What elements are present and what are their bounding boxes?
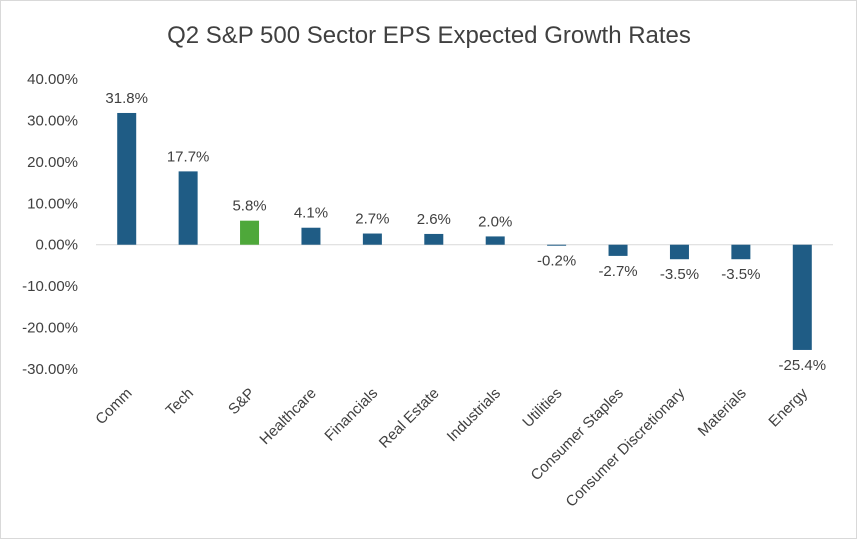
x-tick-label: Consumer Discretionary xyxy=(562,384,688,510)
data-label: -3.5% xyxy=(660,266,699,283)
x-tick-label: Utilities xyxy=(519,385,565,431)
data-label: -25.4% xyxy=(779,357,827,374)
bar-utilities xyxy=(547,244,567,246)
bar-consumer-discretionary xyxy=(669,244,689,260)
y-tick-label: 20.00% xyxy=(27,154,78,171)
bar-comm xyxy=(117,112,137,245)
data-label: 2.0% xyxy=(478,213,512,230)
data-label: 5.8% xyxy=(232,198,266,215)
data-label: 17.7% xyxy=(167,148,210,165)
data-label: 2.7% xyxy=(355,211,389,228)
bar-financials xyxy=(362,233,382,245)
data-label: -3.5% xyxy=(721,266,760,283)
bar-s-p xyxy=(240,220,260,245)
x-tick-label: Comm xyxy=(92,385,135,428)
bar-real-estate xyxy=(424,233,444,245)
bar-healthcare xyxy=(301,227,321,245)
data-label: -0.2% xyxy=(537,253,576,270)
y-tick-label: -30.00% xyxy=(22,361,78,378)
x-tick-label: S&P xyxy=(225,385,258,418)
y-tick-label: 30.00% xyxy=(27,112,78,129)
x-tick-label: Materials xyxy=(695,385,750,440)
chart-title: Q2 S&P 500 Sector EPS Expected Growth Ra… xyxy=(167,22,691,49)
y-axis-ticks: 40.00% 30.00% 20.00% 10.00% 0.00% -10.00% -20.… xyxy=(22,71,78,378)
y-tick-label: -20.00% xyxy=(22,320,78,337)
bar-materials xyxy=(731,244,751,260)
bar-consumer-staples xyxy=(608,244,628,256)
y-tick-label: -10.00% xyxy=(22,278,78,295)
x-tick-label: Real Estate xyxy=(376,385,443,452)
x-tick-label: Financials xyxy=(321,385,381,445)
data-label: 4.1% xyxy=(294,205,328,222)
bar-energy xyxy=(792,244,812,350)
data-label: 31.8% xyxy=(105,90,148,107)
y-tick-label: 40.00% xyxy=(27,71,78,88)
x-tick-label: Tech xyxy=(163,385,197,419)
data-labels: 31.8% 17.7% 5.8% 4.1% 2.7% 2.6% 2.0% -0.2% -2.7%… xyxy=(105,90,826,374)
bars xyxy=(117,112,812,350)
x-tick-label: Energy xyxy=(765,384,811,430)
y-tick-label: 10.00% xyxy=(27,195,78,212)
bar-industrials xyxy=(485,236,505,245)
data-label: -2.7% xyxy=(598,263,637,280)
x-tick-label: Industrials xyxy=(444,385,504,445)
bar-tech xyxy=(178,171,198,245)
y-tick-label: 0.00% xyxy=(35,237,78,254)
data-label: 2.6% xyxy=(417,211,451,228)
x-tick-label: Healthcare xyxy=(256,385,319,448)
